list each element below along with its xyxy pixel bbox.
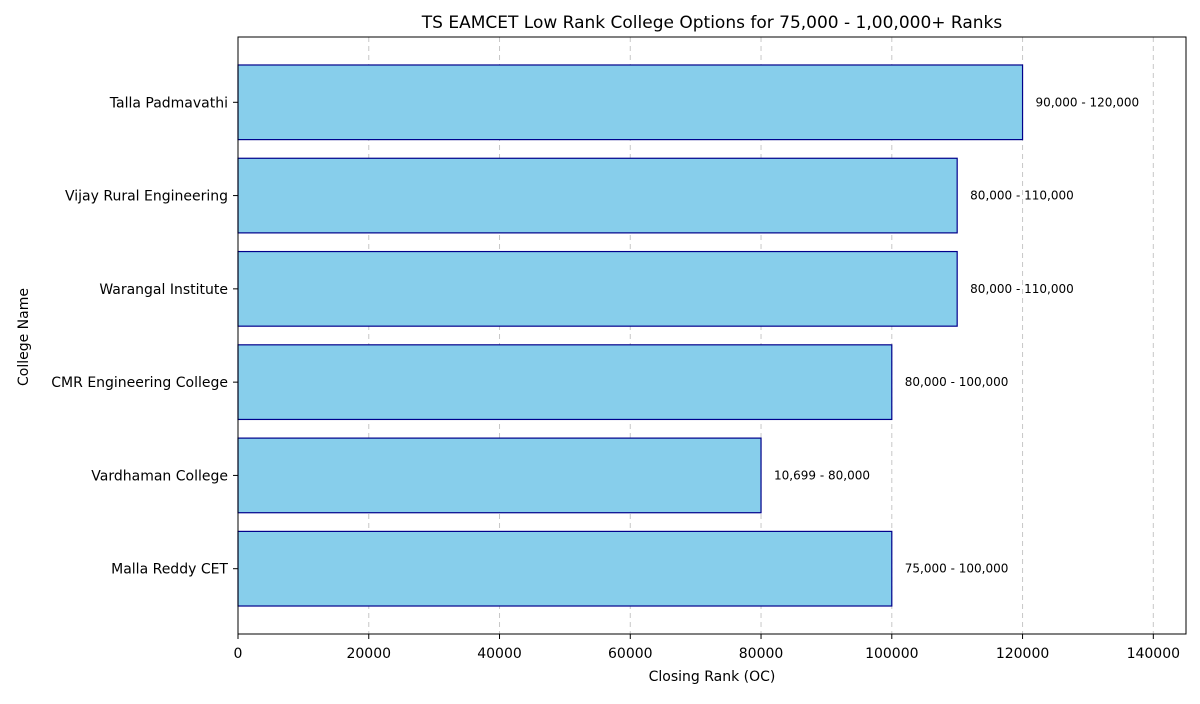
y-tick-label: Vijay Rural Engineering: [65, 189, 228, 205]
x-axis-label: Closing Rank (OC): [649, 669, 776, 685]
data-labels: 75,000 - 100,000 10,699 - 80,000 80,000 - …: [774, 95, 1139, 575]
x-axis-ticks: 0 20000 40000 60000 80000 100000 120000 140000: [234, 634, 1180, 662]
chart-title: TS EAMCET Low Rank College Options for 7…: [421, 13, 1003, 33]
data-label: 75,000 - 100,000: [905, 562, 1009, 576]
y-axis-ticks: Malla Reddy CET Vardhaman College CMR Engi…: [51, 95, 238, 578]
bar: [237, 437, 762, 514]
bar: [237, 250, 958, 327]
data-label: 80,000 - 110,000: [970, 282, 1074, 296]
x-tick-label: 80000: [739, 646, 784, 662]
x-tick-label: 20000: [346, 646, 391, 662]
x-tick-label: 0: [234, 646, 243, 662]
bars: [237, 64, 1024, 607]
bar: [237, 64, 1024, 141]
y-tick-label: Vardhaman College: [91, 468, 228, 484]
data-label: 80,000 - 100,000: [905, 375, 1009, 389]
x-tick-label: 100000: [865, 646, 918, 662]
data-label: 90,000 - 120,000: [1036, 95, 1140, 109]
y-tick-label: Warangal Institute: [99, 282, 228, 298]
x-tick-label: 140000: [1127, 646, 1180, 662]
bar: [237, 530, 893, 607]
y-tick-label: Talla Padmavathi: [109, 95, 228, 111]
data-label: 10,699 - 80,000: [774, 468, 870, 482]
y-tick-label: CMR Engineering College: [51, 375, 228, 391]
plot-frame: [237, 36, 1187, 635]
x-tick-label: 40000: [477, 646, 522, 662]
data-label: 80,000 - 110,000: [970, 189, 1074, 203]
x-tick-label: 60000: [608, 646, 653, 662]
bar: [237, 157, 958, 234]
y-tick-label: Malla Reddy CET: [111, 562, 228, 578]
bar: [237, 344, 893, 421]
x-tick-label: 120000: [996, 646, 1049, 662]
y-axis-label: College Name: [16, 288, 32, 386]
